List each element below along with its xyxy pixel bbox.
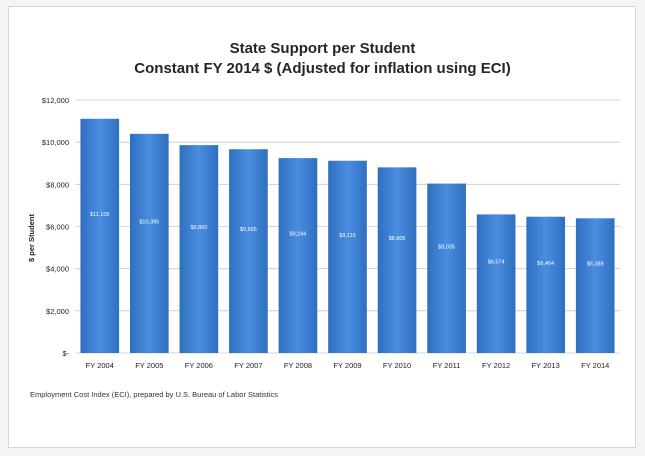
y-axis-ticks: $- $2,000 $4,000 $6,000 $8,000 $10,000 $12,000 [42, 96, 70, 358]
y-tick-label: $2,000 [46, 307, 69, 316]
bars [80, 118, 615, 353]
x-tick-label: FY 2006 [185, 361, 213, 370]
bar-data-label: $9,119 [339, 233, 355, 239]
x-tick-label: FY 2014 [581, 361, 609, 370]
bar-data-label: $6,574 [488, 260, 505, 266]
y-tick-label: $8,000 [46, 180, 69, 189]
bar-data-label: $11,109 [90, 212, 109, 218]
bar [229, 149, 268, 353]
bar [179, 145, 219, 353]
x-tick-label: FY 2004 [86, 361, 114, 370]
bar-data-label: $8,035 [438, 244, 455, 250]
y-axis-label: $ per Student [27, 214, 36, 262]
bar-data-label: $9,860 [190, 225, 207, 231]
x-axis-ticks: FY 2004 FY 2005 FY 2006 FY 2007 FY 2008 FY 20… [86, 361, 610, 370]
bar [427, 183, 466, 353]
y-tick-label: $- [62, 349, 69, 358]
y-tick-label: $4,000 [46, 265, 69, 274]
bar-data-labels: $11,109 $10,395 $9,860 $9,665 $9,244 $9,119 $8… [90, 212, 604, 268]
y-tick-label: $10,000 [42, 138, 69, 147]
bar [526, 216, 566, 353]
bar [129, 133, 169, 353]
source-note: Employment Cost Index (ECI), prepared by… [30, 390, 279, 399]
y-tick-label: $12,000 [42, 96, 69, 105]
bar [80, 118, 120, 353]
x-tick-label: FY 2011 [433, 361, 461, 370]
x-tick-label: FY 2010 [383, 361, 411, 370]
chart-title: State Support per Student [229, 40, 416, 57]
bar-data-label: $6,389 [587, 262, 604, 268]
bar [575, 218, 615, 353]
x-tick-label: FY 2012 [482, 361, 510, 370]
bar-data-label: $9,244 [290, 232, 307, 238]
bar-data-label: $10,395 [139, 219, 159, 225]
x-tick-label: FY 2008 [284, 361, 312, 370]
y-tick-label: $6,000 [46, 223, 69, 232]
x-tick-label: FY 2013 [532, 361, 560, 370]
bar [377, 167, 417, 353]
chart-subtitle: Constant FY 2014 $ (Adjusted for inflati… [134, 60, 511, 77]
bar-data-label: $8,805 [389, 236, 406, 242]
x-tick-label: FY 2005 [135, 361, 163, 370]
x-tick-label: FY 2009 [333, 361, 361, 370]
bar [328, 160, 367, 353]
bar-data-label: $6,464 [537, 261, 554, 267]
bar [278, 158, 318, 353]
bar-data-label: $9,665 [240, 227, 257, 233]
bar [476, 214, 516, 353]
x-tick-label: FY 2007 [234, 361, 262, 370]
